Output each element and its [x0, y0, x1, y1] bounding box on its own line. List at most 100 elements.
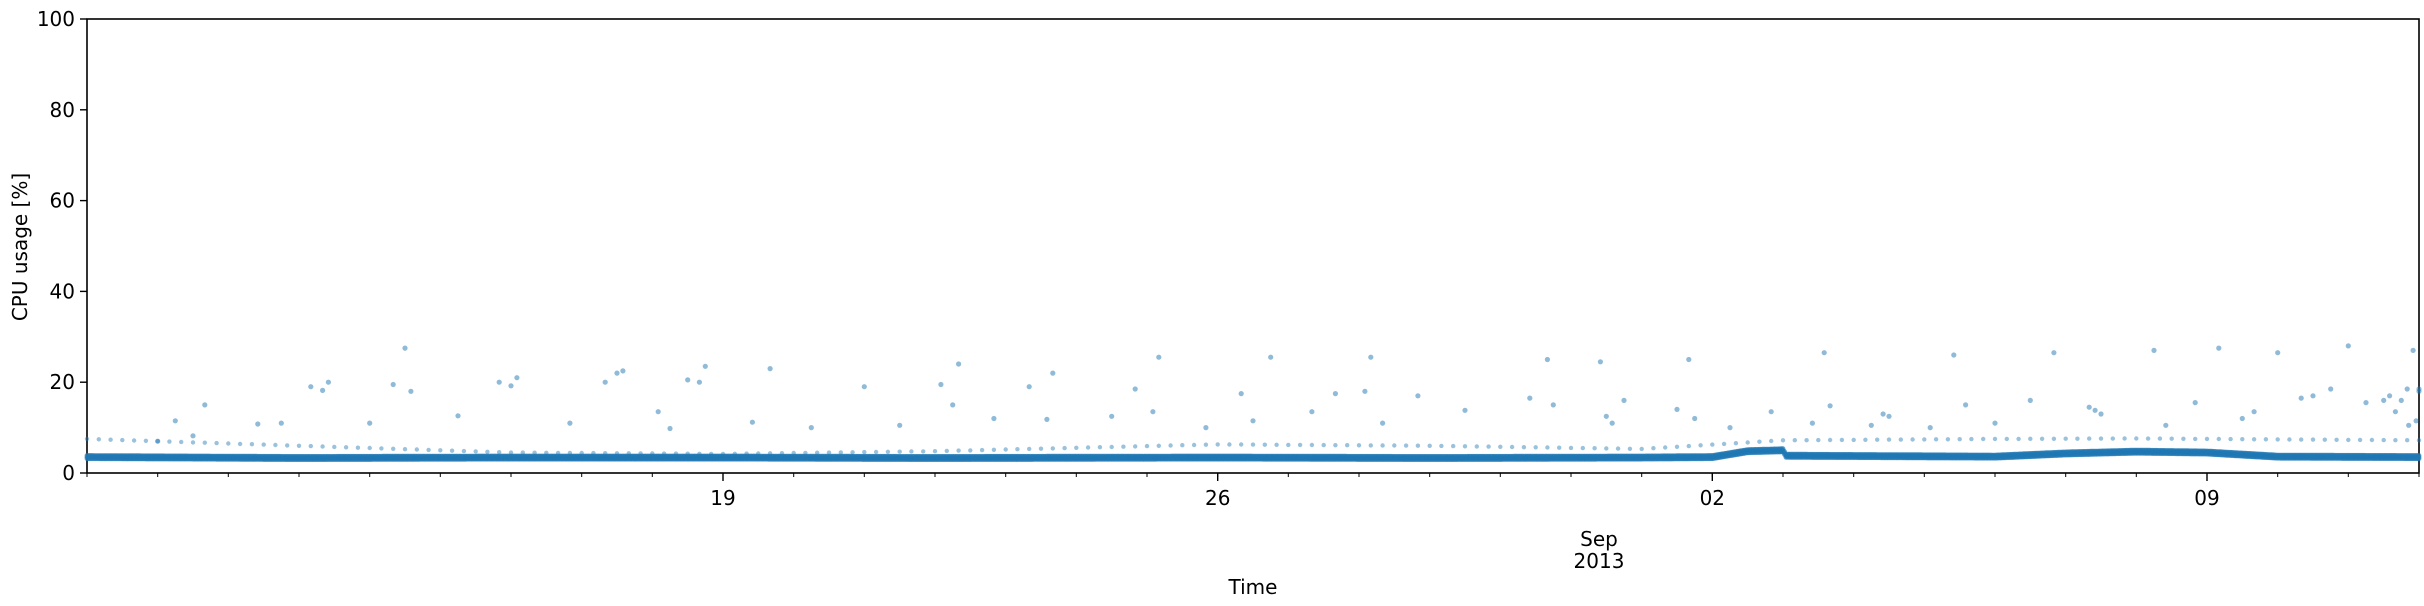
data-point [367, 445, 372, 451]
data-point [1321, 442, 1326, 448]
data-point [749, 419, 756, 425]
data-point [1863, 437, 1868, 442]
data-point [1663, 445, 1668, 450]
data-point [120, 437, 125, 443]
data-point [1356, 443, 1362, 448]
data-point [532, 450, 537, 455]
data-point [1180, 443, 1185, 448]
data-point [1239, 442, 1244, 447]
data-point [1933, 437, 1939, 442]
data-point [744, 451, 749, 456]
data-point [402, 345, 408, 351]
data-point [1674, 444, 1680, 449]
data-point [84, 436, 90, 442]
data-point [2039, 436, 2045, 441]
data-point [496, 379, 502, 385]
data-point [661, 451, 667, 456]
data-point [2381, 437, 2386, 443]
data-point [1474, 444, 1480, 449]
data-point [2204, 436, 2210, 442]
data-point [2157, 436, 2163, 441]
data-point [1545, 445, 1550, 450]
data-point [1486, 444, 1491, 449]
data-point [767, 451, 773, 456]
data-point [1721, 441, 1727, 447]
data-point [485, 449, 490, 454]
data-point [803, 450, 808, 456]
data-point [2110, 436, 2115, 441]
data-point [2393, 438, 2398, 443]
data-point [950, 402, 956, 408]
data-point [1816, 437, 1821, 443]
data-point [332, 444, 337, 450]
data-point [702, 363, 708, 369]
data-point [838, 450, 843, 455]
data-point [455, 413, 461, 419]
data-point [1745, 440, 1750, 445]
data-point [343, 445, 349, 450]
data-point [426, 447, 431, 453]
data-point [131, 438, 137, 443]
data-point [1403, 443, 1409, 448]
data-point [1557, 445, 1562, 450]
data-point [1710, 442, 1715, 447]
data-point [1050, 370, 1056, 376]
data-point [1439, 443, 1444, 449]
data-point [1297, 442, 1303, 448]
data-point [1015, 447, 1020, 452]
data-point [408, 388, 414, 394]
data-point [96, 437, 102, 442]
data-point [1203, 442, 1209, 447]
data-point [1368, 443, 1374, 448]
data-point [1144, 443, 1150, 449]
data-point [1886, 437, 1892, 442]
data-point [2134, 436, 2139, 441]
data-point [614, 370, 620, 376]
data-point [2216, 436, 2221, 442]
data-point [991, 447, 997, 452]
data-point [1698, 443, 1703, 448]
data-point [1274, 442, 1279, 447]
data-point [1227, 442, 1232, 447]
data-point [1415, 443, 1421, 448]
data-point [1651, 446, 1656, 451]
data-point [1250, 442, 1256, 447]
data-point [2416, 438, 2422, 443]
data-point [1627, 446, 1633, 451]
data-point [190, 440, 196, 445]
data-point [1981, 436, 1986, 442]
data-point [2310, 437, 2316, 442]
data-point [1309, 442, 1315, 448]
data-point [1097, 445, 1103, 450]
data-point [815, 450, 820, 455]
data-point [826, 450, 832, 455]
data-point [1898, 437, 1904, 442]
data-point [1922, 437, 1927, 442]
data-point [1380, 443, 1385, 448]
data-point [237, 441, 243, 447]
data-point [2275, 437, 2280, 442]
data-point [461, 448, 467, 454]
data-point [2369, 437, 2375, 443]
data-point [685, 377, 691, 383]
data-point [1168, 443, 1173, 448]
data-point [285, 443, 290, 448]
data-point [544, 450, 549, 455]
data-point [909, 449, 914, 454]
data-point [1427, 443, 1432, 448]
data-point [1133, 444, 1138, 449]
data-point [885, 449, 891, 454]
data-point [2287, 437, 2292, 442]
data-point [2063, 436, 2068, 441]
data-point [308, 443, 313, 449]
data-point [1945, 437, 1951, 442]
data-point [214, 440, 219, 446]
data-point [2263, 437, 2269, 442]
data-point [261, 442, 266, 447]
data-point [1521, 445, 1527, 450]
data-point [862, 449, 867, 455]
data-point [2193, 436, 2198, 442]
data-point [1026, 384, 1032, 390]
